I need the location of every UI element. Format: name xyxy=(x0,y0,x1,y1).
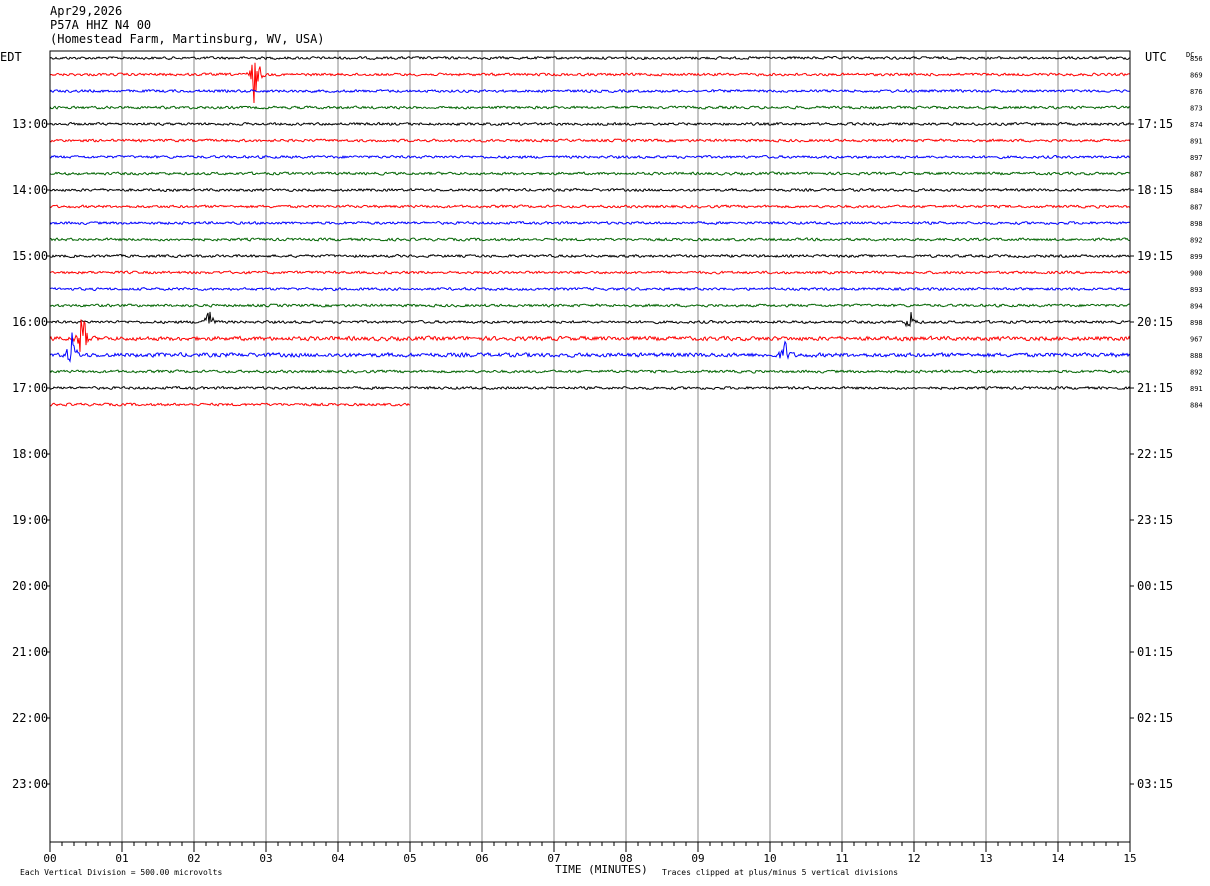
dc-offset-label: 893 xyxy=(1190,286,1203,294)
seismic-trace xyxy=(49,220,1131,226)
seismic-trace xyxy=(49,369,1131,374)
dc-column-label: DC xyxy=(1186,51,1194,59)
seismic-trace xyxy=(49,332,1131,363)
right-hour-label: 20:15 xyxy=(1137,315,1173,329)
x-axis-title: TIME (MINUTES) xyxy=(555,863,648,876)
plot-frame xyxy=(49,50,1131,843)
clip-note: Traces clipped at plus/minus 5 vertical … xyxy=(662,868,898,877)
x-tick-label: 01 xyxy=(115,852,128,865)
axes: 00 01 02 03 04 05 06 07 08 09 10 11 12 13 14 15 13:00 17:… xyxy=(12,50,1203,865)
dc-offset-label: 884 xyxy=(1190,402,1203,410)
x-tick-label: 12 xyxy=(907,852,920,865)
seismic-trace xyxy=(49,253,1131,259)
dc-offset-label: 898 xyxy=(1190,220,1203,228)
grid-lines xyxy=(121,51,1059,842)
x-tick-label: 03 xyxy=(259,852,272,865)
x-tick-label: 00 xyxy=(43,852,56,865)
seismic-trace xyxy=(49,62,1131,104)
scale-note: Each Vertical Division = 500.00 microvol… xyxy=(20,868,222,877)
dc-offset-label: 892 xyxy=(1190,369,1203,377)
seismic-trace xyxy=(49,138,1131,143)
x-tick-label: 09 xyxy=(691,852,704,865)
dc-offset-label: 894 xyxy=(1190,303,1203,311)
dc-offset-label: 876 xyxy=(1190,88,1203,96)
seismic-trace xyxy=(49,319,1131,352)
x-tick-label: 13 xyxy=(979,852,992,865)
seismic-trace xyxy=(49,311,1131,328)
seismic-trace xyxy=(49,55,1131,61)
dc-offset-label: 899 xyxy=(1190,253,1203,261)
seismic-trace xyxy=(49,105,1131,110)
left-hour-label: 18:00 xyxy=(12,447,48,461)
seismic-trace xyxy=(49,121,1131,127)
x-tick-label: 15 xyxy=(1123,852,1136,865)
right-hour-label: 17:15 xyxy=(1137,117,1173,131)
dc-offset-label: 869 xyxy=(1190,72,1203,80)
right-hour-label: 18:15 xyxy=(1137,183,1173,197)
trace-group xyxy=(49,55,1131,407)
x-tick-label: 05 xyxy=(403,852,416,865)
right-hour-label: 22:15 xyxy=(1137,447,1173,461)
left-hour-label: 17:00 xyxy=(12,381,48,395)
dc-offset-label: 967 xyxy=(1190,336,1203,344)
seismic-trace xyxy=(49,286,1131,292)
right-hour-label: 21:15 xyxy=(1137,381,1173,395)
x-tick-label: 04 xyxy=(331,852,345,865)
right-hour-label: 01:15 xyxy=(1137,645,1173,659)
dc-offset-label: 898 xyxy=(1190,319,1203,327)
x-tick-label: 07 xyxy=(547,852,560,865)
left-timezone-label: EDT xyxy=(0,50,22,64)
x-tick-label: 11 xyxy=(835,852,848,865)
left-hour-label: 21:00 xyxy=(12,645,48,659)
dc-offset-label: 884 xyxy=(1190,187,1203,195)
left-hour-label: 16:00 xyxy=(12,315,48,329)
seismic-trace xyxy=(49,385,1131,391)
left-hour-label: 20:00 xyxy=(12,579,48,593)
right-hour-label: 23:15 xyxy=(1137,513,1173,527)
left-hour-label: 13:00 xyxy=(12,117,48,131)
dc-offset-label: 887 xyxy=(1190,204,1203,212)
right-hour-label: 03:15 xyxy=(1137,777,1173,791)
x-tick-label: 08 xyxy=(619,852,632,865)
header-station: P57A HHZ N4 00 xyxy=(50,18,152,32)
dc-offset-label: 856 xyxy=(1190,55,1203,63)
dc-offset-label: 892 xyxy=(1190,237,1203,245)
left-hour-label: 19:00 xyxy=(12,513,48,527)
seismic-trace xyxy=(49,171,1131,176)
right-hour-label: 02:15 xyxy=(1137,711,1173,725)
dc-offset-label: 874 xyxy=(1190,121,1203,129)
left-hour-label: 15:00 xyxy=(12,249,48,263)
dc-offset-label: 887 xyxy=(1190,171,1203,179)
x-tick-label: 02 xyxy=(187,852,200,865)
dc-offset-label: 891 xyxy=(1190,385,1203,393)
right-hour-label: 00:15 xyxy=(1137,579,1173,593)
dc-offset-label: 891 xyxy=(1190,138,1203,146)
right-timezone-label: UTC xyxy=(1145,50,1167,64)
dc-offset-label: 888 xyxy=(1190,352,1203,360)
left-hour-label: 14:00 xyxy=(12,183,48,197)
header-date: Apr29,2026 xyxy=(50,4,123,18)
left-hour-label: 22:00 xyxy=(12,711,48,725)
seismic-trace xyxy=(49,402,411,407)
right-hour-label: 19:15 xyxy=(1137,249,1173,263)
dc-offset-label: 900 xyxy=(1190,270,1203,278)
left-hour-label: 23:00 xyxy=(12,777,48,791)
dc-offset-label: 897 xyxy=(1190,154,1203,162)
seismic-trace xyxy=(49,204,1131,209)
x-tick-label: 14 xyxy=(1051,852,1065,865)
seismic-trace xyxy=(49,154,1131,160)
seismic-trace xyxy=(49,303,1131,308)
seismic-trace xyxy=(49,237,1130,242)
header-location: (Homestead Farm, Martinsburg, WV, USA) xyxy=(50,32,325,46)
x-tick-label: 10 xyxy=(763,852,776,865)
seismic-trace xyxy=(49,88,1130,94)
seismic-trace xyxy=(49,270,1131,275)
x-tick-label: 06 xyxy=(475,852,488,865)
dc-offset-label: 873 xyxy=(1190,105,1203,113)
seismic-trace xyxy=(49,187,1131,193)
